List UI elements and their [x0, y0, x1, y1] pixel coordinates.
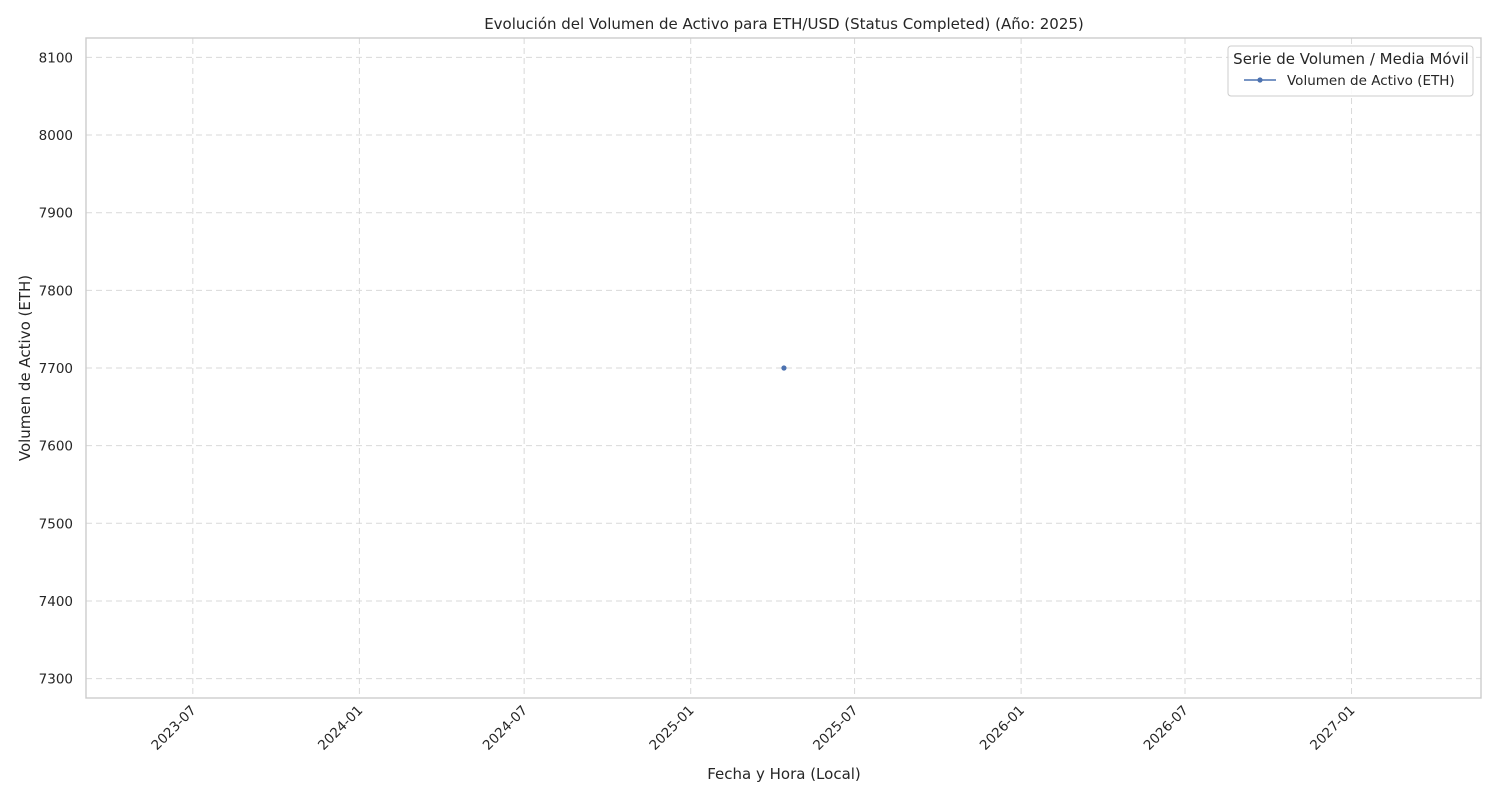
x-tick-label: 2026-01 [977, 703, 1028, 754]
y-tick-label: 7700 [39, 361, 73, 377]
y-tick-label: 7500 [39, 516, 73, 532]
legend-entry-label: Volumen de Activo (ETH) [1287, 73, 1455, 89]
y-tick-label: 8100 [39, 50, 73, 66]
x-tick-label: 2026-07 [1141, 703, 1192, 754]
data-point [781, 365, 787, 371]
y-tick-label: 7400 [39, 594, 73, 610]
x-tick-label: 2024-07 [480, 703, 531, 754]
y-tick-label: 7300 [39, 672, 73, 688]
grid-layer [86, 38, 1481, 698]
x-tick-label: 2027-01 [1307, 703, 1358, 754]
legend: Serie de Volumen / Media Móvil Volumen d… [1227, 45, 1474, 97]
y-axis-label: Volumen de Activo (ETH) [16, 275, 34, 461]
chart-title: Evolución del Volumen de Activo para ETH… [484, 15, 1084, 33]
legend-swatch-marker [1257, 77, 1263, 83]
tick-layer: 7300 7400 7500 7600 7700 7800 7900 8000 8100 2023… [39, 50, 1359, 753]
y-tick-label: 7900 [39, 206, 73, 222]
y-tick-label: 8000 [39, 128, 73, 144]
y-tick-label: 7600 [39, 439, 73, 455]
x-tick-label: 2023-07 [148, 703, 199, 754]
y-tick-label: 7800 [39, 283, 73, 299]
plot-frame [85, 37, 1482, 699]
x-tick-label: 2025-01 [646, 703, 697, 754]
x-tick-label: 2025-07 [810, 703, 861, 754]
x-tick-label: 2024-01 [315, 703, 366, 754]
series-layer [781, 365, 787, 371]
legend-title: Serie de Volumen / Media Móvil [1233, 50, 1469, 68]
x-axis-label: Fecha y Hora (Local) [707, 765, 861, 783]
legend-box [1227, 45, 1474, 97]
